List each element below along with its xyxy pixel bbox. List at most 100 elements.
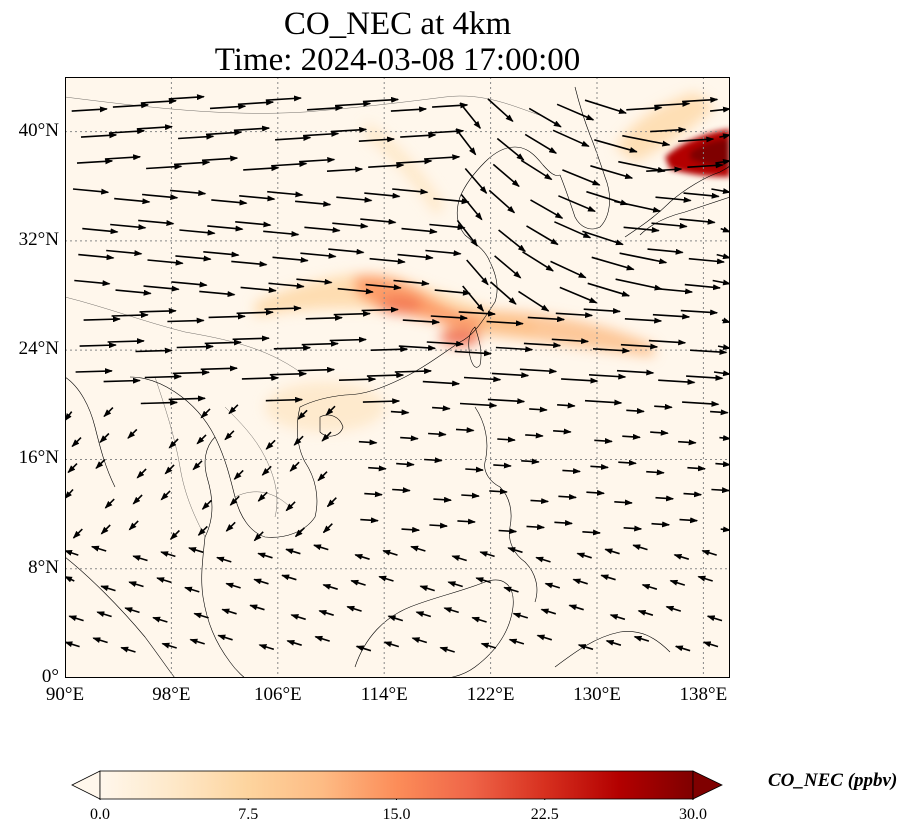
wind-vector bbox=[527, 316, 566, 323]
wind-vector bbox=[398, 344, 437, 351]
wind-vector bbox=[646, 166, 683, 173]
wind-vector bbox=[103, 377, 141, 384]
lat-tick-label-3: 24°N bbox=[18, 338, 59, 360]
wind-vector bbox=[719, 133, 731, 140]
wind-vector bbox=[493, 462, 512, 469]
wind-vector bbox=[203, 251, 240, 258]
wind-vector bbox=[460, 193, 483, 221]
wind-vector bbox=[188, 547, 204, 554]
wind-vector bbox=[285, 548, 301, 555]
wind-vector bbox=[326, 497, 337, 508]
wind-vector bbox=[64, 411, 73, 422]
wind-vector bbox=[614, 200, 662, 213]
wind-vector bbox=[321, 431, 332, 442]
wind-vector bbox=[64, 641, 80, 648]
wind-vector bbox=[378, 575, 394, 582]
wind-vector bbox=[294, 527, 305, 538]
wind-vector bbox=[318, 609, 334, 616]
wind-vector bbox=[147, 259, 184, 266]
wind-vector bbox=[265, 439, 276, 450]
wind-vector bbox=[110, 223, 147, 231]
wind-vector bbox=[401, 227, 438, 235]
wind-vector bbox=[104, 498, 115, 509]
wind-vector bbox=[144, 373, 183, 380]
wind-vector bbox=[390, 106, 428, 113]
wind-vector bbox=[103, 407, 114, 418]
wind-vector bbox=[362, 398, 401, 405]
wind-vector bbox=[459, 102, 481, 129]
wind-vector bbox=[368, 465, 387, 472]
wind-vector bbox=[605, 639, 622, 646]
wind-vector bbox=[338, 376, 377, 383]
wind-vector bbox=[201, 499, 212, 510]
wind-vector bbox=[582, 529, 601, 536]
wind-vector bbox=[146, 163, 183, 170]
wind-vector bbox=[160, 490, 171, 501]
wind-vector bbox=[295, 200, 332, 207]
wind-vector bbox=[411, 637, 428, 644]
wind-vector bbox=[92, 637, 108, 644]
wind-vector bbox=[526, 225, 559, 246]
wind-vector bbox=[209, 103, 247, 110]
wind-vector bbox=[362, 96, 400, 103]
wind-vector bbox=[529, 406, 548, 413]
wind-vector bbox=[168, 94, 205, 101]
wind-vector bbox=[174, 159, 211, 166]
wind-vector bbox=[313, 544, 329, 551]
wind-vector bbox=[396, 158, 433, 165]
wind-vector bbox=[492, 163, 520, 188]
wind-vector bbox=[364, 192, 401, 199]
wind-vector bbox=[267, 190, 304, 198]
wind-vector bbox=[623, 226, 660, 233]
wind-vector bbox=[193, 612, 209, 619]
wind-vector bbox=[687, 162, 724, 169]
wind-vector bbox=[556, 103, 595, 121]
wind-vector bbox=[239, 195, 276, 202]
wind-vector bbox=[346, 605, 362, 612]
wind-vector bbox=[572, 578, 588, 585]
wind-vector bbox=[454, 350, 492, 357]
wind-vector bbox=[224, 430, 235, 441]
wind-vector bbox=[160, 551, 176, 558]
wind-vector bbox=[281, 574, 297, 581]
wind-vector bbox=[365, 283, 402, 291]
wind-vector bbox=[490, 281, 517, 305]
wind-vector bbox=[334, 100, 372, 107]
wind-vector bbox=[655, 196, 692, 203]
wind-vector bbox=[257, 552, 273, 559]
wind-vector bbox=[360, 517, 379, 524]
wind-vector bbox=[465, 466, 484, 473]
wind-vector bbox=[268, 282, 305, 289]
wind-vector bbox=[307, 105, 344, 112]
wind-vector bbox=[526, 524, 546, 531]
wind-vector bbox=[591, 256, 635, 271]
wind-vector bbox=[553, 428, 572, 435]
wind-vector bbox=[428, 431, 447, 438]
wind-vector bbox=[654, 100, 691, 107]
wind-vector bbox=[229, 495, 240, 506]
wind-vector bbox=[68, 615, 84, 622]
wind-vector bbox=[232, 335, 270, 342]
wind-vector bbox=[654, 403, 673, 410]
wind-vector bbox=[216, 556, 232, 563]
wind-vector bbox=[120, 646, 136, 653]
wind-vector bbox=[665, 605, 682, 612]
coastline-indochina bbox=[129, 376, 318, 538]
border-laos-vietnam bbox=[224, 406, 278, 518]
wind-vector bbox=[100, 585, 116, 592]
colorbar-tick-label-0: 0.0 bbox=[90, 806, 110, 823]
lon-tick-label-6: 138°E bbox=[679, 684, 728, 705]
lat-tick-label-1: 8°N bbox=[28, 556, 59, 578]
wind-vector bbox=[240, 286, 277, 294]
wind-vector bbox=[554, 221, 592, 239]
wind-vector bbox=[519, 368, 558, 375]
wind-vector bbox=[658, 378, 696, 385]
wind-vector bbox=[299, 156, 336, 163]
map-frame bbox=[65, 77, 730, 678]
coastline-japan bbox=[624, 164, 731, 238]
wind-vector bbox=[382, 549, 398, 556]
colorbar-tick-marks bbox=[99, 799, 694, 800]
wind-vector bbox=[394, 368, 433, 375]
wind-vector bbox=[204, 339, 242, 346]
wind-vector bbox=[401, 526, 421, 533]
